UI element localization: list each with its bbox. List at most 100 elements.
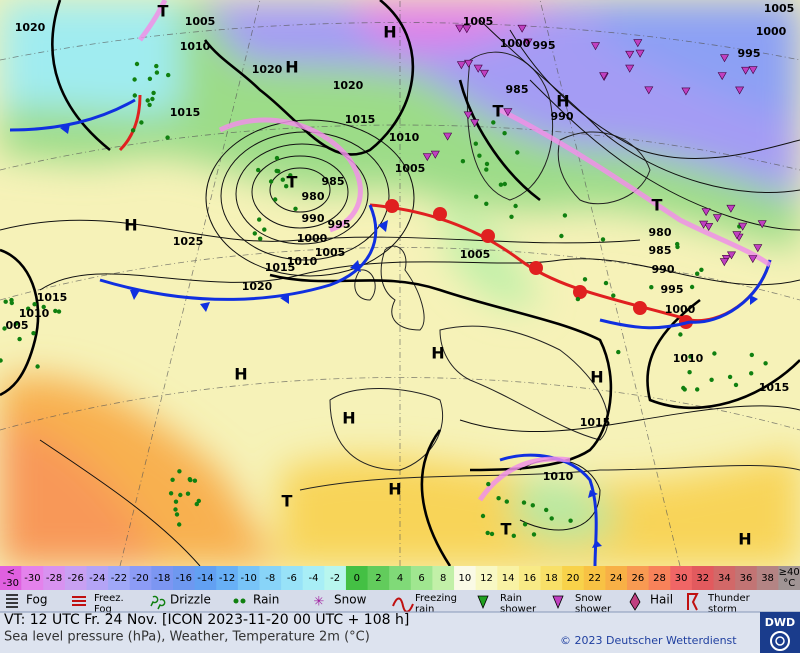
rain-dot <box>154 63 159 69</box>
snow-shower <box>719 258 729 267</box>
logo-text: DWD <box>765 616 795 629</box>
colorbar-label: 6 <box>418 573 424 584</box>
logo-swirl-inner <box>775 636 785 646</box>
colorbar-label: 12 <box>480 573 493 584</box>
snow-shower <box>704 223 714 232</box>
isobar-label: 995 <box>738 47 761 60</box>
snow-shower <box>753 244 763 253</box>
isobar-label: 1000 <box>756 25 787 38</box>
rain-dot <box>132 77 137 82</box>
colorbar-cell <box>605 566 628 590</box>
colorbar-label: 30 <box>675 573 688 584</box>
rain-dot <box>262 227 267 232</box>
rain-dot <box>489 531 495 537</box>
snow-shower <box>738 222 748 231</box>
rain-dot <box>649 285 654 290</box>
colorbar-cell <box>302 566 325 590</box>
colorbar-label: 26 <box>631 573 644 584</box>
colorbar-label: 20 <box>567 573 580 584</box>
isobar-label: 1000 <box>500 37 531 50</box>
rain-dot <box>284 184 289 189</box>
snow-shower <box>726 204 736 213</box>
snow-shower <box>633 39 643 48</box>
isobar-label: 1015 <box>759 381 790 394</box>
rain-dot <box>712 351 717 356</box>
rain-dot <box>196 498 201 504</box>
rain-dot <box>582 277 588 282</box>
isobar-label: 1015 <box>265 261 296 274</box>
pressure-center: H <box>342 409 355 428</box>
colorbar-label: 28 <box>653 573 666 584</box>
rain-dot <box>549 516 554 521</box>
rain-dot <box>194 501 199 507</box>
rain-dot <box>139 120 144 125</box>
colorbar-label: -4 <box>309 573 319 584</box>
legend-label: Snow <box>575 593 602 604</box>
colorbar-cell <box>475 566 498 590</box>
snow-shower <box>719 54 730 63</box>
colorbar-cell <box>367 566 390 590</box>
pressure-center: T <box>501 520 512 539</box>
description: Sea level pressure (hPa), Weather, Tempe… <box>4 630 370 645</box>
colorbar-cell <box>713 566 736 590</box>
rain-dot <box>276 169 281 174</box>
colorbar-cell <box>43 566 66 590</box>
colorbar-label: 24 <box>610 573 623 584</box>
colorbar-label: -20 <box>132 573 148 584</box>
colorbar-cell <box>540 566 563 590</box>
colorbar-label: ≥40 <box>779 567 800 578</box>
snow-shower <box>473 64 483 73</box>
colorbar-cell <box>454 566 477 590</box>
rain-dot <box>150 96 155 102</box>
snow-shower <box>757 220 767 229</box>
snow-shower <box>699 220 709 229</box>
rain-dot <box>53 308 58 314</box>
snow-shower <box>735 86 745 95</box>
colorbar-label: -18 <box>154 573 170 584</box>
colorbar-cell <box>518 566 542 590</box>
isobar-label: 1015 <box>345 113 376 126</box>
isobar-label: 1010 <box>180 40 211 53</box>
colorbar-cell <box>562 566 585 590</box>
pressure-center: T <box>287 173 298 192</box>
isobar-label: 1005 <box>395 162 426 175</box>
colorbar-cell <box>324 566 347 590</box>
rain-dot <box>491 120 496 125</box>
snow-shower <box>479 69 489 78</box>
colorbar-label: -14 <box>197 573 213 584</box>
snow-shower <box>462 25 472 34</box>
rain-dot <box>177 522 182 527</box>
rain-dot <box>749 371 754 376</box>
isobar-label: 1010 <box>543 470 574 483</box>
weather-symbols <box>0 24 768 538</box>
colorbar-label: -10 <box>240 573 256 584</box>
isobar-label: 1000 <box>297 232 328 245</box>
copyright: © 2023 Deutscher Wetterdienst <box>560 634 737 647</box>
rain-dot <box>695 387 700 392</box>
pressure-center: T <box>652 196 663 215</box>
rain-dot <box>9 297 14 303</box>
colorbar-label: -2 <box>330 573 340 584</box>
snow-shower <box>732 231 742 240</box>
legend-symbol <box>477 595 489 610</box>
pressure-center: T <box>282 492 293 511</box>
rain-dot <box>616 349 621 355</box>
rain-dot <box>280 177 285 182</box>
rain-dot <box>274 155 280 161</box>
rain-dot <box>733 382 739 388</box>
rain-dot <box>484 161 490 167</box>
rain-dot <box>177 469 182 474</box>
colorbar-label: 36 <box>740 573 753 584</box>
snow-shower <box>464 59 474 68</box>
legend-label: Snow <box>334 593 367 607</box>
colorbar-label: 4 <box>397 573 403 584</box>
isobar-label: 1015 <box>170 106 201 119</box>
rain-dot <box>709 377 714 382</box>
rain-dot <box>575 296 581 302</box>
pressure-center: T <box>493 102 504 121</box>
rain-dot <box>678 332 683 337</box>
snow-shower <box>456 61 466 70</box>
colorbar-cell <box>281 566 304 590</box>
